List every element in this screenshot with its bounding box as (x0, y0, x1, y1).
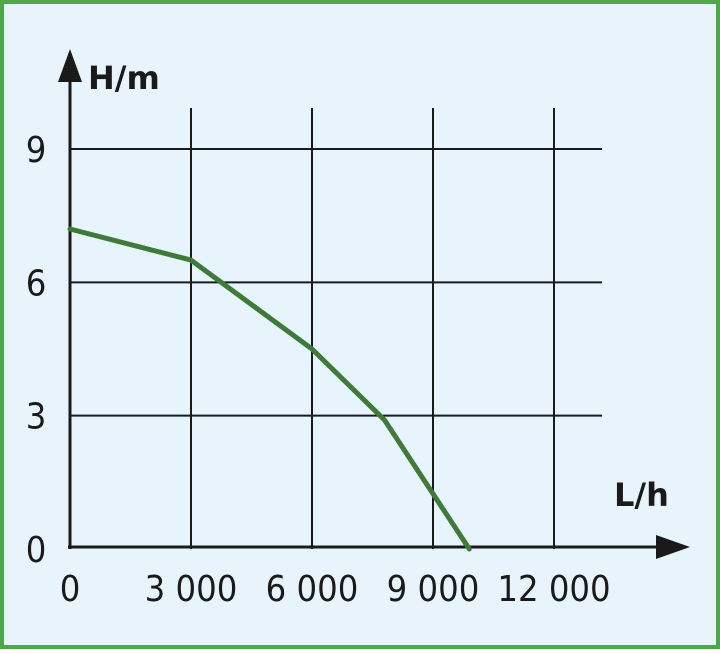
x-tick-label: 9 000 (387, 569, 480, 610)
x-tick-label: 12 000 (497, 569, 610, 610)
x-axis-label: L/h (614, 476, 669, 514)
x-tick-label: 0 (60, 569, 81, 610)
y-tick-label: 0 (26, 530, 47, 571)
x-tick-label: 3 000 (145, 569, 238, 610)
y-axis-label: H/m (88, 59, 160, 97)
pump-curve-chart: 0 3 6 9 0 3 000 6 000 9 000 12 000 H/m L/h (26, 49, 690, 610)
y-tick-label: 9 (26, 130, 47, 171)
y-tick-label: 6 (26, 263, 47, 304)
series-line (67, 226, 472, 552)
y-axis-arrow-icon (58, 49, 82, 82)
x-tick-label: 6 000 (266, 569, 359, 610)
x-axis-arrow-icon (656, 535, 690, 559)
axes (58, 49, 690, 559)
y-tick-label: 3 (26, 397, 47, 438)
tick-labels: 0 3 6 9 0 3 000 6 000 9 000 12 000 (26, 130, 611, 610)
grid (70, 108, 602, 549)
